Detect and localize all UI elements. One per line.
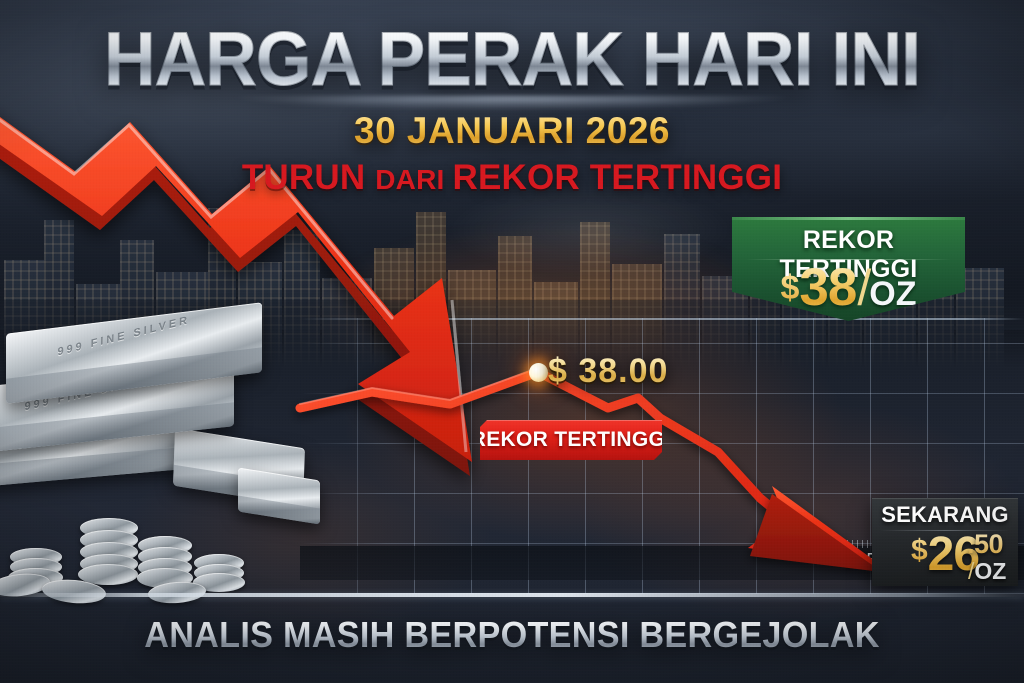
- price-cents: .50: [967, 529, 1004, 559]
- record-high-banner: REKOR TERTINGGI: [480, 420, 662, 460]
- unit-row: /OZ: [968, 558, 1006, 585]
- current-price-badge-title: SEKARANG: [881, 502, 1009, 527]
- peak-price-label: $ 38.00: [548, 352, 669, 390]
- subheadline-part-1: TURUN: [241, 158, 376, 197]
- unit-label: OZ: [974, 558, 1007, 584]
- current-price-badge: SEKARANG $26 .50 /OZ: [872, 498, 1018, 586]
- record-high-banner-label: REKOR TERTINGGI: [470, 428, 672, 451]
- subheadline: TURUN DARI REKOR TERTINGGI: [0, 158, 1024, 198]
- currency-symbol: $: [910, 534, 928, 567]
- subheadline-small-word: DARI: [375, 164, 453, 195]
- price-value: 38: [799, 258, 857, 317]
- footer-caption: ANALIS MASIH BERPOTENSI BERGEJOLAK: [26, 614, 999, 656]
- page-title: HARGA PERAK HARI INI: [31, 21, 994, 98]
- floor-separator-line: [0, 593, 1024, 597]
- subheadline-part-2: REKOR TERTINGGI: [452, 158, 783, 197]
- date-label: 30 JANUARI 2026: [0, 110, 1024, 152]
- peak-marker-dot: [529, 363, 548, 382]
- currency-symbol: $: [780, 269, 800, 307]
